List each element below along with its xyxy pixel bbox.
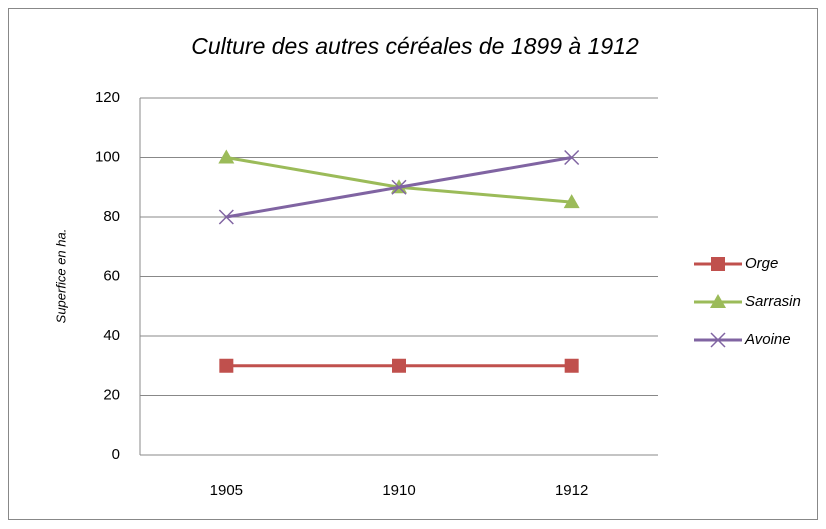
y-tick-label: 40 xyxy=(103,327,120,344)
x-tick-label: 1905 xyxy=(210,482,243,499)
marker xyxy=(218,209,234,225)
legend-label: Avoine xyxy=(744,331,791,348)
y-tick-label: 20 xyxy=(103,386,120,403)
marker xyxy=(392,358,406,373)
legend-marker xyxy=(710,294,726,308)
legend-marker xyxy=(710,332,726,348)
marker xyxy=(218,149,235,164)
x-tick-label: 1912 xyxy=(555,482,588,499)
marker xyxy=(219,358,234,373)
y-tick-label: 0 xyxy=(112,446,120,463)
y-tick-label: 80 xyxy=(103,208,120,225)
marker xyxy=(391,179,407,195)
legend-marker xyxy=(711,257,725,271)
marker xyxy=(564,149,580,166)
y-tick-label: 60 xyxy=(103,267,120,284)
marker xyxy=(564,358,579,373)
marker xyxy=(563,194,580,209)
chart-frame xyxy=(8,8,818,520)
y-tick-label: 120 xyxy=(95,89,120,106)
x-tick-label: 1910 xyxy=(382,482,415,499)
y-tick-label: 100 xyxy=(95,148,120,165)
y-axis-label: Superfice en ha. xyxy=(53,229,68,324)
legend-label: Orge xyxy=(745,255,778,272)
chart-title: Culture des autres céréales de 1899 à 19… xyxy=(191,33,639,59)
legend-label: Sarrasin xyxy=(745,293,801,310)
